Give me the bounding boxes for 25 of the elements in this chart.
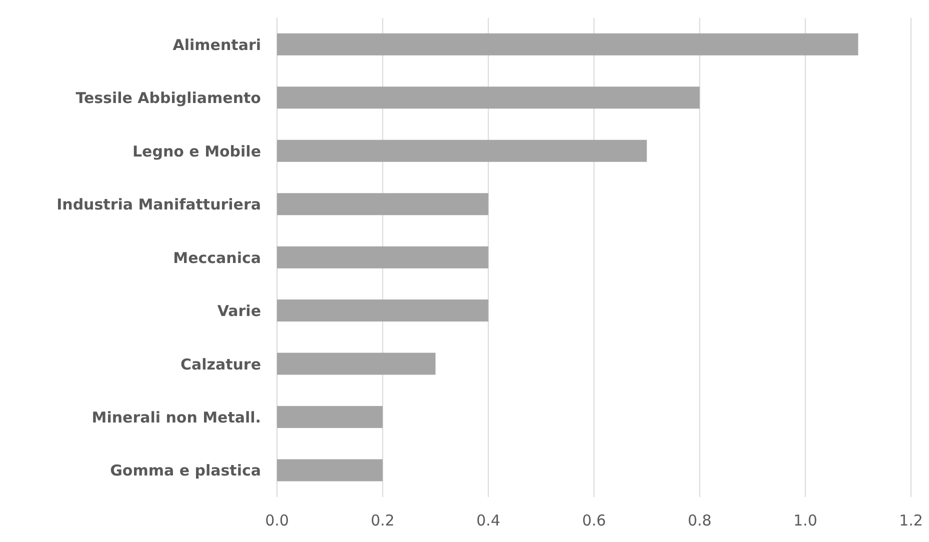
- y-tick-label: Calzature: [180, 355, 261, 374]
- bar: [277, 352, 436, 375]
- bar: [277, 246, 488, 268]
- bar: [277, 193, 488, 216]
- x-tick-label: 0.0: [265, 512, 289, 530]
- y-tick-label: Legno e Mobile: [132, 142, 261, 160]
- x-tick-label: 0.8: [688, 512, 712, 530]
- bar: [277, 300, 488, 322]
- x-tick-label: 0.2: [370, 512, 395, 530]
- y-tick-label: Varie: [217, 302, 261, 320]
- x-tick-label: 1.2: [899, 512, 923, 530]
- y-tick-label: Alimentari: [172, 36, 261, 54]
- y-tick-label: Minerali non Metall.: [92, 408, 261, 426]
- bar: [277, 140, 647, 162]
- bar: [277, 459, 383, 482]
- bar: [277, 33, 858, 56]
- x-tick-label: 0.6: [582, 512, 606, 530]
- bar: [277, 86, 700, 109]
- y-tick-label: Industria Manifatturiera: [56, 196, 261, 214]
- y-tick-label: Meccanica: [173, 248, 261, 267]
- x-tick-label: 1.0: [793, 512, 818, 530]
- y-tick-label: Gomma e plastica: [110, 462, 261, 480]
- y-tick-label: Tessile Abbigliamento: [76, 89, 261, 108]
- bar: [277, 406, 383, 428]
- x-tick-label: 0.4: [476, 512, 500, 530]
